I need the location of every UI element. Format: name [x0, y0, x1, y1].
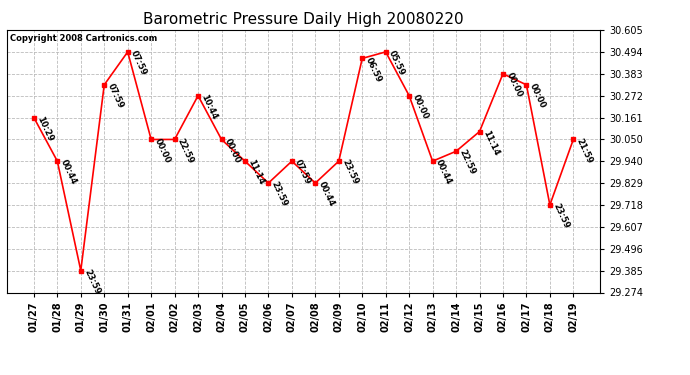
- Text: 00:00: 00:00: [504, 71, 524, 99]
- Text: 07:59: 07:59: [293, 158, 313, 186]
- Title: Barometric Pressure Daily High 20080220: Barometric Pressure Daily High 20080220: [144, 12, 464, 27]
- Text: 23:59: 23:59: [340, 158, 359, 186]
- Text: Copyright 2008 Cartronics.com: Copyright 2008 Cartronics.com: [10, 34, 157, 43]
- Text: 23:59: 23:59: [82, 268, 101, 296]
- Text: 00:44: 00:44: [317, 180, 336, 208]
- Text: 21:59: 21:59: [575, 136, 594, 165]
- Text: 22:59: 22:59: [457, 148, 477, 177]
- Text: 22:59: 22:59: [176, 136, 195, 165]
- Text: 05:59: 05:59: [387, 49, 406, 77]
- Text: 07:59: 07:59: [106, 82, 125, 110]
- Text: 00:00: 00:00: [411, 93, 430, 121]
- Text: 00:44: 00:44: [434, 158, 453, 186]
- Text: 10:44: 10:44: [199, 93, 219, 121]
- Text: 23:59: 23:59: [551, 202, 571, 230]
- Text: 00:44: 00:44: [59, 158, 78, 186]
- Text: 06:59: 06:59: [364, 56, 383, 84]
- Text: 07:59: 07:59: [129, 49, 148, 77]
- Text: 00:00: 00:00: [223, 136, 242, 164]
- Text: 11:14: 11:14: [246, 158, 266, 186]
- Text: 00:00: 00:00: [528, 82, 547, 110]
- Text: 23:59: 23:59: [270, 180, 289, 208]
- Text: 10:29: 10:29: [35, 115, 55, 143]
- Text: 11:14: 11:14: [481, 129, 500, 157]
- Text: 00:00: 00:00: [152, 136, 172, 164]
